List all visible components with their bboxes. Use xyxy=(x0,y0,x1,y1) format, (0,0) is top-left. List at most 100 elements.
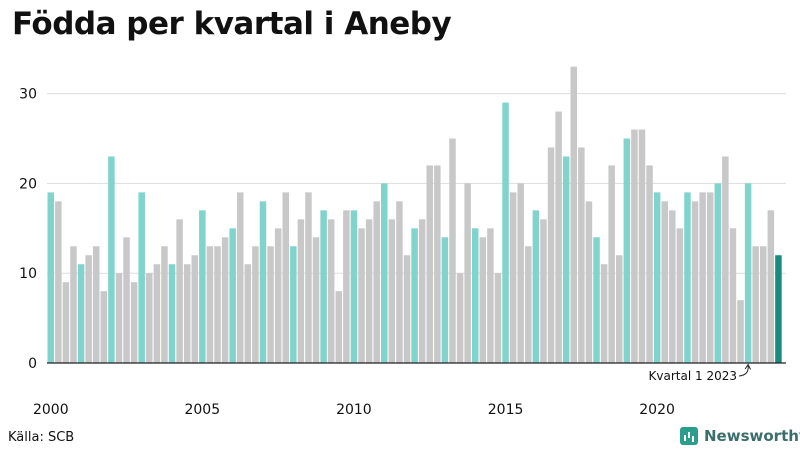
annotation-arrow xyxy=(738,365,749,377)
bar xyxy=(487,228,494,363)
bar xyxy=(578,147,585,363)
bars xyxy=(47,66,782,363)
bar xyxy=(373,201,380,363)
bar xyxy=(358,228,365,363)
bar xyxy=(199,210,206,363)
bar xyxy=(441,237,449,363)
y-tick-label: 10 xyxy=(19,266,37,282)
bar xyxy=(108,156,115,363)
bar xyxy=(176,219,183,363)
bar xyxy=(737,300,744,363)
bar xyxy=(449,138,456,363)
bar xyxy=(237,192,244,363)
bar xyxy=(327,219,335,363)
bar xyxy=(631,129,638,363)
x-tick-label: 2005 xyxy=(184,402,220,418)
bar xyxy=(706,192,714,363)
bar xyxy=(600,264,608,363)
bar xyxy=(115,273,123,363)
newsworthy-logo: Newsworthy xyxy=(680,427,800,445)
bar xyxy=(532,210,540,363)
x-tick-label: 2000 xyxy=(33,402,69,418)
bar xyxy=(92,246,100,363)
bar xyxy=(297,219,305,363)
bar xyxy=(138,192,145,363)
bar xyxy=(85,255,92,363)
y-tick-label: 30 xyxy=(19,87,37,103)
bar xyxy=(100,291,108,363)
bar xyxy=(426,165,433,363)
bar xyxy=(752,246,759,363)
bar xyxy=(760,246,767,363)
bar xyxy=(153,264,161,363)
bar xyxy=(608,165,615,363)
bar xyxy=(183,264,191,363)
bar xyxy=(585,201,593,363)
bar xyxy=(653,192,661,363)
chart-title: Födda per kvartal i Aneby xyxy=(12,6,452,42)
bar xyxy=(130,282,138,363)
x-tick-label: 2015 xyxy=(488,402,524,418)
bar xyxy=(570,66,578,363)
bar xyxy=(381,183,388,363)
bar xyxy=(77,264,85,363)
bar xyxy=(305,192,312,363)
bar xyxy=(396,201,403,363)
annotation-arrowhead xyxy=(744,363,752,370)
bar xyxy=(70,246,77,363)
bar xyxy=(517,183,524,363)
brand-name: Newsworthy xyxy=(704,427,800,445)
bar xyxy=(714,183,722,363)
bar xyxy=(388,219,396,363)
bar xyxy=(146,273,153,363)
bar xyxy=(244,264,252,363)
y-tick-label: 0 xyxy=(28,356,37,372)
bar xyxy=(729,228,737,363)
bar xyxy=(252,246,259,363)
bar xyxy=(699,192,706,363)
bar xyxy=(767,210,775,363)
bar xyxy=(123,237,130,363)
annotation-label: Kvartal 1 2023 xyxy=(649,369,737,383)
bar xyxy=(411,228,418,363)
bar xyxy=(646,165,653,363)
bar xyxy=(267,246,274,363)
bar xyxy=(282,192,289,363)
bar xyxy=(471,228,479,363)
bar xyxy=(403,255,411,363)
y-tick-label: 20 xyxy=(19,176,37,192)
bar xyxy=(623,138,631,363)
bar xyxy=(684,192,691,363)
bar xyxy=(456,273,464,363)
bar xyxy=(229,228,236,363)
bar xyxy=(320,210,327,363)
bar xyxy=(744,183,752,363)
bar xyxy=(55,201,62,363)
bar xyxy=(494,273,502,363)
bar xyxy=(290,246,297,363)
y-axis-ticks: 0 10 20 30 xyxy=(19,87,37,372)
bar xyxy=(221,237,229,363)
x-tick-label: 2010 xyxy=(336,402,372,418)
bar xyxy=(168,264,176,363)
bar xyxy=(350,210,358,363)
bar xyxy=(661,201,668,363)
bar xyxy=(593,237,600,363)
bar xyxy=(161,246,168,363)
bar xyxy=(509,192,517,363)
bar xyxy=(343,210,350,363)
bar xyxy=(206,246,214,363)
bar xyxy=(259,201,267,363)
bar xyxy=(479,237,487,363)
bar xyxy=(555,111,562,363)
bar xyxy=(502,102,509,363)
bar xyxy=(312,237,320,363)
bar xyxy=(434,165,441,363)
bar xyxy=(464,183,471,363)
bar xyxy=(191,255,199,363)
annotation: Kvartal 1 2023 xyxy=(649,363,752,383)
bar xyxy=(365,219,373,363)
bar xyxy=(418,219,426,363)
bar xyxy=(562,156,570,363)
